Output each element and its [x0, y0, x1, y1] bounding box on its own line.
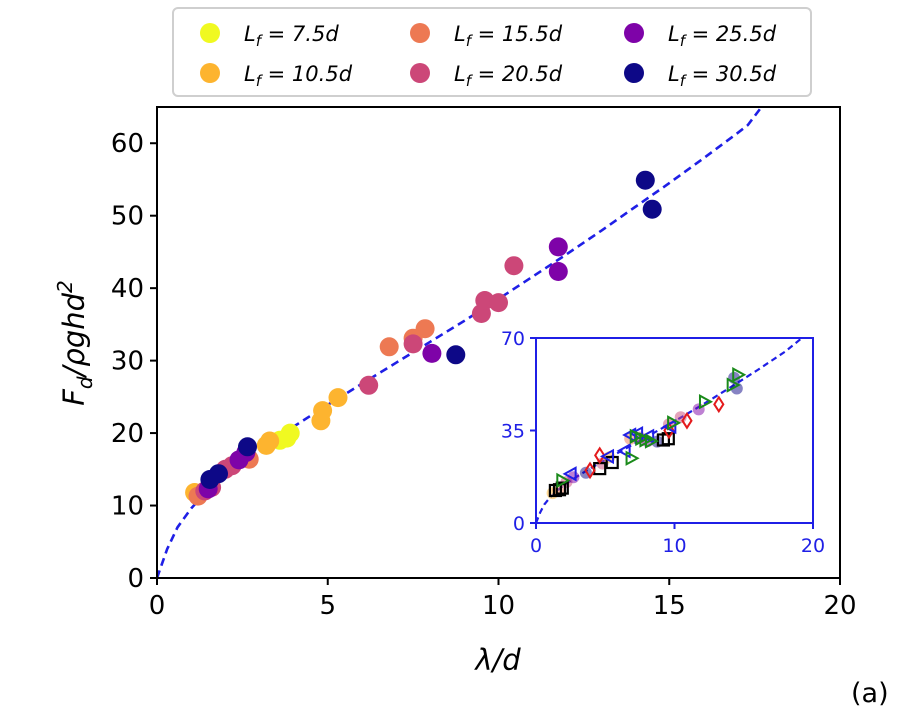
data-point-series-2: [260, 431, 280, 451]
inset-point-triangle-right: [556, 472, 571, 489]
legend-label: Lf = 20.5d: [454, 62, 563, 90]
data-point-series-3: [379, 337, 399, 357]
x-tick-label: 15: [653, 591, 686, 621]
inset-point-triangle-right: [625, 450, 640, 466]
y-tick-label: 0: [127, 564, 144, 594]
inset-point-triangle-right: [698, 394, 714, 410]
y-axis-label-sup: 2: [53, 280, 77, 293]
legend-marker: [410, 23, 430, 43]
inset-y-tick-label: 70: [501, 328, 525, 350]
legend-label: Lf = 30.5d: [668, 62, 777, 90]
legend-label-main: L: [668, 62, 680, 86]
legend-marker: [200, 23, 220, 43]
y-tick-label: 40: [111, 274, 144, 304]
y-tick-label: 50: [111, 202, 144, 232]
x-axis-label: λ/d: [473, 643, 521, 677]
legend-label-main: L: [454, 62, 466, 86]
inset-chart: 0 10 20 0 35 70: [501, 328, 825, 557]
y-axis-label-rest: /ρghd: [57, 292, 91, 379]
legend-label-sub: f: [256, 72, 264, 90]
inset-point-triangle-left: [616, 443, 631, 459]
legend-label-value: = 30.5d: [685, 62, 777, 86]
inset-fit-curve: [536, 338, 803, 523]
x-tick-label: 5: [319, 591, 336, 621]
inset-x-tick-label: 0: [530, 535, 542, 557]
data-point-series-4: [403, 334, 423, 354]
inset-point-diamond: [594, 446, 606, 465]
inset-point-triangle-left: [662, 418, 677, 435]
inset-point-triangle-right: [639, 432, 654, 448]
inset-point-triangle-right: [726, 377, 741, 393]
legend-label-value: = 10.5d: [261, 62, 353, 86]
legend-label-sub: f: [256, 32, 264, 50]
legend-marker: [200, 63, 220, 83]
data-point-series-6: [209, 464, 228, 484]
legend-label-sub: f: [680, 32, 688, 50]
x-tick-label: 20: [823, 591, 856, 621]
legend-marker: [410, 63, 430, 83]
legend-label: Lf = 25.5d: [668, 22, 777, 50]
panel-label: (a): [851, 678, 889, 709]
y-tick-label: 20: [111, 419, 144, 449]
y-axis-label: Fd/ρghd2: [53, 280, 97, 406]
y-axis-label-f: F: [57, 388, 91, 406]
inset-y-tick-label: 0: [513, 513, 525, 535]
legend-label-value: = 25.5d: [685, 22, 777, 46]
inset-point-triangle-left: [599, 448, 615, 465]
legend-label-sub: f: [680, 72, 688, 90]
y-axis-label-sub: d: [73, 376, 97, 389]
legend-label-main: L: [244, 22, 256, 46]
inset-x-tick-label: 10: [662, 535, 686, 557]
legend-label: Lf = 10.5d: [244, 62, 353, 90]
inset-point-triangle-left: [562, 466, 577, 482]
legend-label-value: = 15.5d: [471, 22, 563, 46]
data-point-series-6: [446, 345, 466, 365]
legend-label-main: L: [454, 22, 466, 46]
data-point-series-4: [489, 293, 508, 313]
legend-label-main: L: [244, 62, 256, 86]
legend-marker: [624, 23, 644, 43]
data-point-series-2: [328, 388, 348, 408]
legend-label: Lf = 7.5d: [244, 22, 339, 50]
y-tick-label: 30: [111, 347, 144, 377]
y-tick-label: 60: [111, 129, 144, 159]
data-point-series-6: [635, 170, 655, 190]
data-point-series-6: [238, 437, 257, 457]
inset-point-square: [661, 432, 675, 446]
inset-point-diamond: [713, 395, 725, 414]
inset-point-triangle-right: [644, 433, 660, 449]
main-fit-curve: [157, 107, 763, 578]
inset-x-tick-label: 20: [801, 535, 825, 557]
data-point-series-4: [359, 375, 379, 395]
inset-point-diamond: [681, 411, 693, 430]
x-tick-label: 0: [149, 591, 166, 621]
legend-label-sub: f: [466, 32, 474, 50]
legend-label: Lf = 15.5d: [454, 22, 563, 50]
data-point-series-6: [642, 199, 662, 219]
data-point-series-2: [313, 401, 333, 421]
legend-frame: [172, 7, 812, 97]
inset-y-tick-label: 35: [501, 421, 525, 443]
y-tick-label: 10: [111, 492, 144, 522]
x-tick-label: 10: [482, 591, 515, 621]
inset-point-triangle-right: [667, 415, 682, 431]
data-point-series-5: [548, 262, 568, 281]
legend-label-main: L: [668, 22, 680, 46]
legend-marker: [624, 63, 644, 83]
legend-label-sub: f: [466, 72, 474, 90]
data-point-series-4: [504, 256, 524, 276]
inset-point-triangle-right: [732, 367, 747, 383]
legend-label-value: = 20.5d: [471, 62, 563, 86]
inset-point-diamond: [584, 461, 596, 480]
data-point-series-5: [422, 343, 442, 363]
legend-label-value: = 7.5d: [261, 22, 339, 46]
data-point-series-5: [548, 237, 568, 257]
